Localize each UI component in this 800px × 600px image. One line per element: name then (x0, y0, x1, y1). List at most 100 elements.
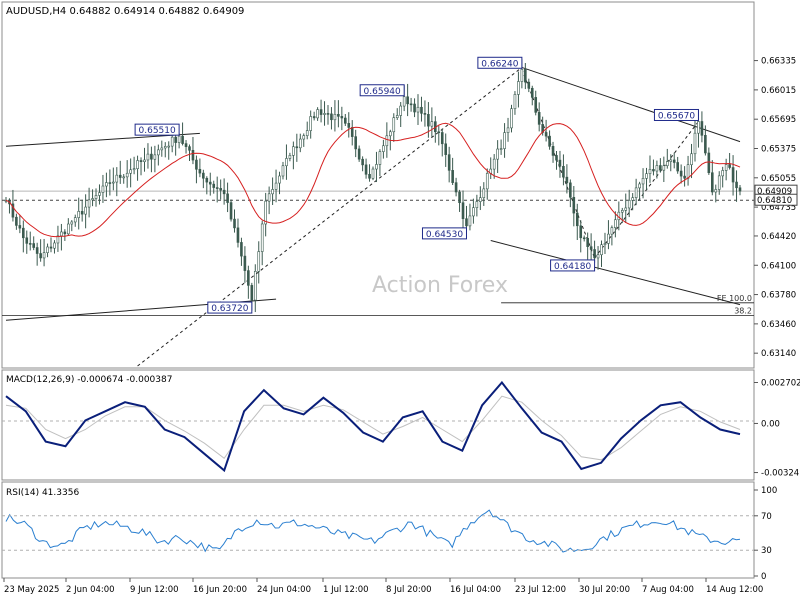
candle-body (721, 170, 724, 177)
candle-body (247, 270, 250, 286)
candle-body (188, 146, 191, 151)
price-callout-label: 0.64530 (426, 230, 463, 240)
candle-body (707, 152, 711, 174)
candle-body (530, 87, 534, 98)
candle-body (202, 172, 205, 179)
candle-body (56, 235, 60, 244)
candle-body (136, 160, 139, 169)
candle-body (479, 197, 482, 202)
candle-body (472, 207, 475, 217)
macd-label: MACD(12,26,9) -0.000674 -0.000387 (6, 375, 172, 385)
time-tick-label: 24 Jun 04:00 (257, 585, 311, 595)
candle-body (257, 251, 261, 272)
macd-line (5, 380, 741, 473)
price-tick-label: 0.63460 (761, 320, 796, 330)
candle-body (84, 206, 87, 215)
candle-body (586, 238, 589, 247)
macd-tick-label: 0.002702 (761, 379, 800, 389)
candle-body (77, 211, 81, 218)
price-tick-label: 0.64420 (761, 232, 796, 242)
candle-body (177, 135, 181, 143)
candle-body (572, 196, 576, 214)
candle-body (184, 143, 188, 147)
candle-body (440, 132, 444, 145)
candle-body (693, 132, 697, 155)
candle-body (679, 170, 683, 177)
time-tick-label: 8 Jul 20:00 (386, 585, 432, 595)
candle-body (690, 153, 693, 166)
current-price-label: 0.64909 (757, 187, 792, 197)
candle-body (132, 168, 136, 171)
time-tick-label: 16 Jul 04:00 (450, 585, 501, 595)
candle-body (645, 173, 648, 179)
candle-body (537, 112, 541, 125)
candle-body (364, 164, 368, 175)
price-tick-label: 0.65055 (761, 174, 796, 184)
level-price-label: 0.64810 (757, 196, 792, 206)
candle-body (731, 167, 735, 183)
candle-body (627, 200, 631, 209)
candle-body (420, 106, 423, 114)
price-callout-label: 0.63720 (211, 304, 248, 314)
candle-body (399, 105, 402, 116)
candle-body (11, 203, 15, 218)
price-callout-box (207, 301, 253, 314)
candle-body (389, 131, 392, 137)
candle-body (344, 117, 347, 124)
candle-body (652, 169, 655, 172)
price-callout-box (359, 84, 405, 97)
candle-body (728, 164, 731, 168)
candle-body (80, 211, 84, 215)
rsi-panel (1, 481, 755, 579)
candle-body (219, 188, 222, 191)
candle-body (551, 146, 555, 156)
candle-body (569, 182, 572, 198)
price-tick-label: 0.66335 (761, 57, 796, 67)
fib-level-label: FE 100.0 (717, 294, 752, 303)
candle-body (319, 109, 323, 115)
candle-body (555, 155, 558, 161)
candle-body (354, 136, 357, 150)
candle-body (686, 164, 690, 179)
macd-signal-line (5, 395, 741, 461)
rsi-label: RSI(14) 41.3356 (6, 488, 79, 498)
candle-body (222, 189, 226, 195)
candle-body (406, 96, 409, 105)
candle-body (267, 193, 271, 202)
candle-body (160, 147, 164, 151)
candle-body (375, 164, 378, 170)
candle-body (371, 168, 375, 179)
price-callout-box (477, 56, 523, 69)
candle-body (454, 182, 458, 193)
candle-body (157, 149, 160, 156)
candle-body (22, 227, 25, 239)
candle-body (655, 165, 659, 172)
candle-body (475, 201, 479, 209)
price-tick-label: 0.66015 (761, 86, 796, 96)
candle-body (25, 237, 29, 244)
level-price-box (754, 193, 798, 206)
candle-body (260, 223, 264, 252)
candle-body (101, 185, 105, 193)
candle-body (174, 136, 177, 143)
candle-body (582, 237, 586, 240)
candle-body (49, 246, 53, 249)
candle-body (482, 188, 486, 199)
candle-body (243, 255, 247, 271)
price-tick-label: 0.65375 (761, 145, 796, 155)
candle-body (32, 243, 35, 248)
candle-body (603, 243, 607, 246)
candle-body (527, 81, 531, 89)
candle-body (392, 117, 396, 133)
candle-body (139, 160, 143, 163)
candle-body (534, 97, 538, 113)
candle-body (444, 143, 448, 155)
candle-body (385, 135, 389, 147)
candle-body (513, 94, 517, 110)
candle-body (451, 170, 454, 183)
candle-body (150, 153, 153, 160)
candle-body (264, 200, 267, 225)
candle-body (167, 145, 171, 148)
candle-body (544, 132, 548, 137)
